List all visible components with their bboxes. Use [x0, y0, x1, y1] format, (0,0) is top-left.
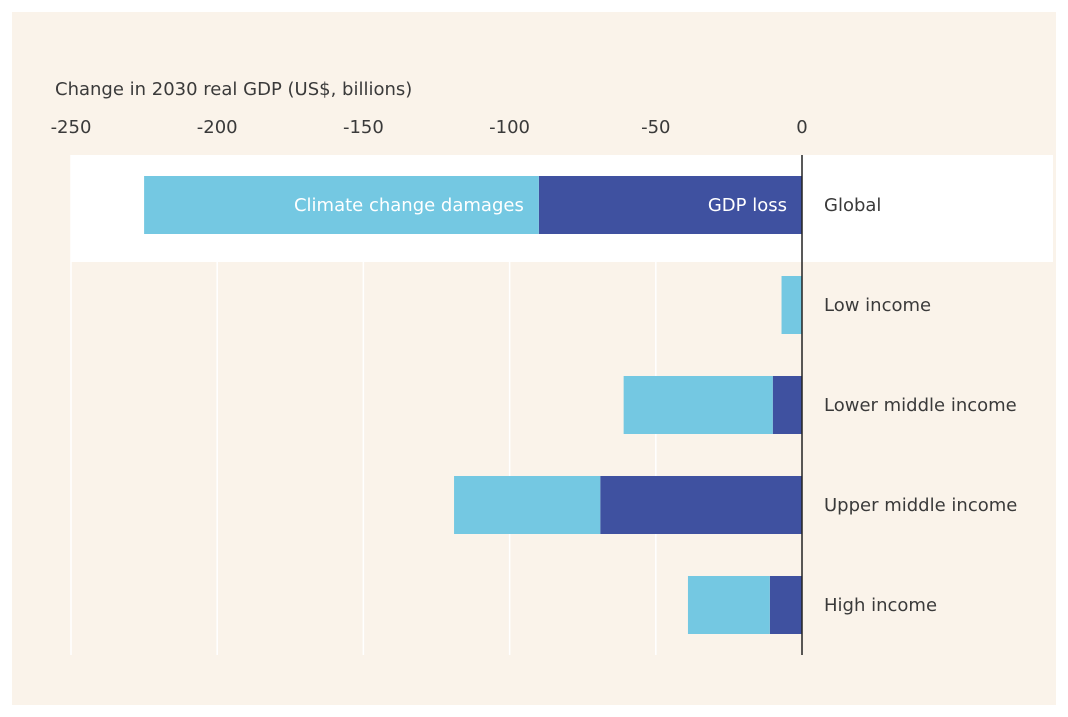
bar	[781, 276, 802, 334]
bar	[769, 576, 802, 634]
legend-label: Climate change damages	[294, 195, 524, 216]
bar	[454, 476, 601, 534]
x-tick-label: -250	[51, 117, 92, 138]
x-tick-label: -100	[489, 117, 530, 138]
bar	[144, 176, 539, 234]
x-tick-label: 0	[796, 117, 807, 138]
category-label: Upper middle income	[824, 495, 1017, 516]
bar	[600, 476, 802, 534]
bar	[538, 176, 802, 234]
legend-label: GDP loss	[708, 195, 787, 216]
panel	[12, 12, 1056, 705]
x-tick-label: -150	[343, 117, 384, 138]
x-tick-label: -50	[641, 117, 670, 138]
category-label: Global	[824, 195, 881, 216]
bar	[772, 376, 802, 434]
axis-title: Change in 2030 real GDP (US$, billions)	[55, 79, 412, 100]
category-label: Lower middle income	[824, 395, 1017, 416]
bar	[623, 376, 773, 434]
category-label: High income	[824, 595, 937, 616]
x-tick-label: -200	[197, 117, 238, 138]
bar	[687, 576, 770, 634]
category-label: Low income	[824, 295, 931, 316]
